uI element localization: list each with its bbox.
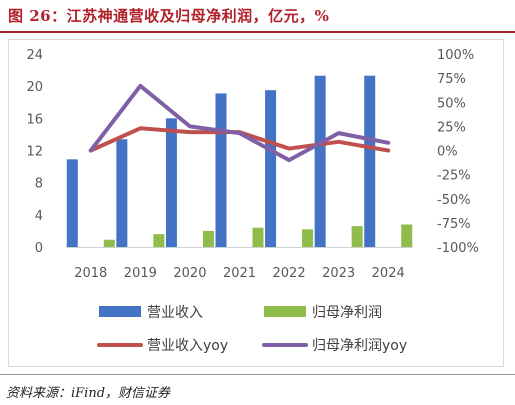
legend-swatch <box>264 306 306 317</box>
right-axis-tick-label: 25% <box>437 120 466 135</box>
chart-area: 0 4 8 12 16 20 24 -100% -75% -50% -25% 0% 25% 50% 75% 1… <box>8 39 504 367</box>
x-axis-tick-label: 2023 <box>322 266 355 281</box>
net-profit-bar <box>302 229 314 247</box>
left-axis-tick-label: 8 <box>35 177 43 192</box>
x-axis-tick-label: 2022 <box>273 266 306 281</box>
figure-title: 图 26：江苏神通营收及归母净利润，亿元，% <box>8 7 330 25</box>
source-note: 资料来源：iFind，财信证券 <box>6 386 171 401</box>
right-axis-tick-label: -75% <box>437 217 471 232</box>
revenue-bar <box>265 90 277 247</box>
left-axis-tick-label: 12 <box>26 145 43 160</box>
source-divider <box>0 374 515 375</box>
revenue-bar <box>116 139 128 247</box>
right-axis-tick-label: 0% <box>437 145 458 160</box>
right-axis-tick-label: 50% <box>437 96 466 111</box>
left-axis-tick-label: 0 <box>35 241 43 256</box>
revenue-bar <box>314 75 326 248</box>
x-axis-tick-label: 2020 <box>173 266 206 281</box>
left-axis-tick-label: 4 <box>35 209 43 224</box>
revenue-bar <box>165 118 177 247</box>
x-axis-tick-label: 2019 <box>124 266 157 281</box>
legend-label: 归母净利润yoy <box>312 337 407 354</box>
net-profit-bar <box>351 226 363 247</box>
x-axis-tick-label: 2021 <box>223 266 256 281</box>
left-axis-tick-label: 20 <box>26 80 43 95</box>
left-axis-tick-label: 16 <box>26 112 43 127</box>
net-profit-bar <box>252 227 264 247</box>
revenue-bar <box>364 75 376 248</box>
right-axis-tick-label: 75% <box>437 72 466 87</box>
right-axis-tick-label: -50% <box>437 193 471 208</box>
net-profit-bar <box>202 230 214 247</box>
net-profit-bar <box>401 224 413 247</box>
revenue-bar <box>66 159 78 247</box>
legend-label: 归母净利润 <box>312 304 382 321</box>
right-axis-tick-label: 100% <box>437 48 474 63</box>
legend-label: 营业收入yoy <box>147 338 228 354</box>
legend-swatch <box>99 306 141 317</box>
right-axis-tick-label: -100% <box>437 241 479 256</box>
x-axis-tick-label: 2018 <box>74 266 107 281</box>
net-profit-bar <box>153 234 165 247</box>
net-profit-bar <box>103 239 115 247</box>
legend-label: 营业收入 <box>147 305 203 321</box>
left-axis-tick-label: 24 <box>26 48 43 63</box>
right-axis-tick-label: -25% <box>437 169 471 184</box>
title-bar: 图 26：江苏神通营收及归母净利润，亿元，% <box>0 0 515 33</box>
combo-chart: 04812162024-100%-75%-50%-25%0%25%50%75%1… <box>26 48 479 354</box>
x-axis-tick-label: 2024 <box>372 266 405 281</box>
revenue-bar <box>215 93 227 247</box>
net-profit-yoy-line <box>88 83 391 163</box>
